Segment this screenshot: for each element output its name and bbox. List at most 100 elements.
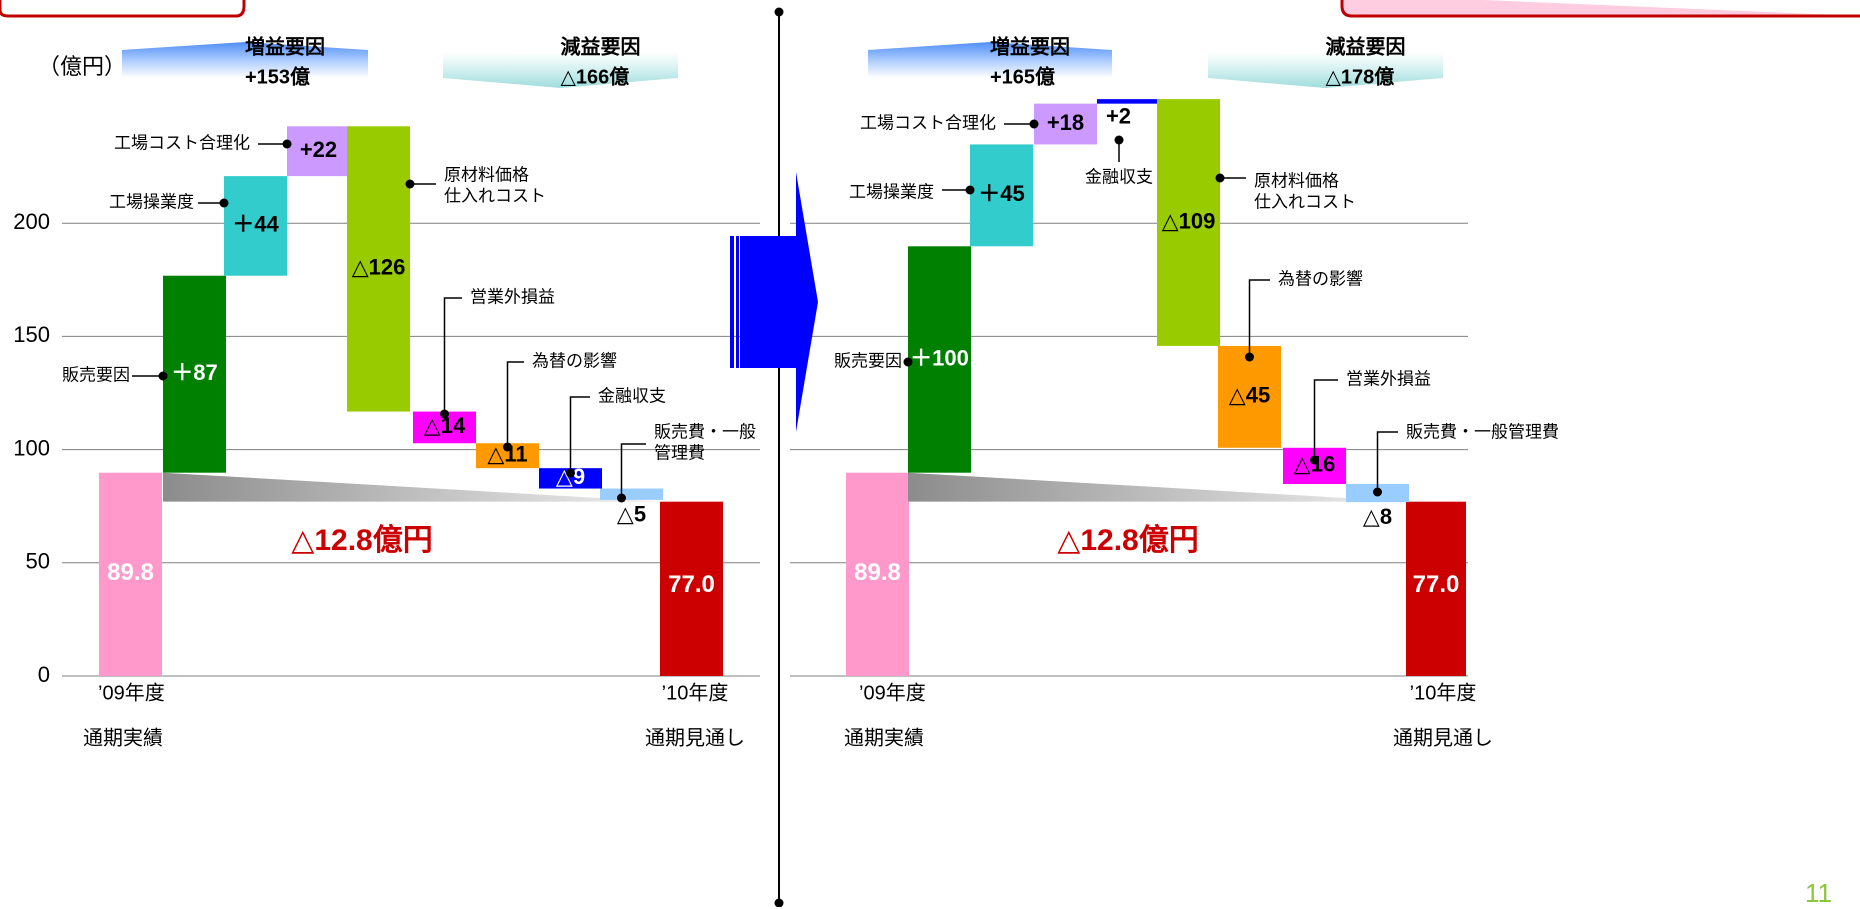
leader-dot <box>282 139 292 149</box>
start-bar-label: 89.8 <box>107 559 154 586</box>
difference-label: △12.8億円 <box>291 524 432 557</box>
increase-header-banner <box>122 42 368 78</box>
leader-line <box>1376 431 1398 492</box>
bar-value-label: △45 <box>1229 383 1270 408</box>
factor-label: 工場コスト合理化 <box>114 133 250 152</box>
factor-label: 為替の影響 <box>1278 269 1363 288</box>
leader-line <box>506 361 524 447</box>
waterfall-bar <box>1034 103 1097 145</box>
waterfall-bar <box>600 488 663 500</box>
difference-label: △12.8億円 <box>1057 524 1198 557</box>
factor-label: 営業外損益 <box>1346 369 1431 388</box>
decrease-header-banner <box>443 52 678 88</box>
bar-value-label: △109 <box>1162 208 1216 233</box>
factor-label: 管理費 <box>654 443 705 462</box>
start-bar <box>846 472 909 676</box>
decrease-header-title: 減益要因 <box>561 34 641 58</box>
bar-value-label: △8 <box>1363 504 1392 529</box>
x-category-label: 通期見通し <box>645 726 745 749</box>
bar-value-label: ＋44 <box>232 212 279 237</box>
y-tick-label: 100 <box>13 435 50 460</box>
divider-top-dot <box>774 7 784 17</box>
y-tick-label: 200 <box>13 209 50 234</box>
end-bar <box>1406 501 1466 676</box>
decrease-header-total: △166億 <box>561 64 630 88</box>
leader-dot <box>503 442 512 452</box>
leader-dot <box>566 468 575 478</box>
waterfall-bar <box>224 176 287 276</box>
top-right-frame <box>1340 0 1860 18</box>
panel-left: 増益要因 +153億 減益要因 △166億 89.8 77.0 △12.8億円 ’09年度通期… <box>62 34 756 749</box>
leader-dot <box>1215 173 1225 183</box>
increase-header-total: +165億 <box>990 64 1055 88</box>
panel-right: 増益要因 +165億 減益要因 △178億 89.8 77.0 △12.8億円 ’09年度通期… <box>834 34 1559 749</box>
end-bar-label: 77.0 <box>668 571 715 598</box>
waterfall-bar <box>287 126 350 177</box>
factor-label: 原材料価格 <box>1254 171 1339 190</box>
difference-wedge <box>908 472 1409 502</box>
factor-label: 仕入れコスト <box>1254 192 1356 211</box>
factor-label: 販売費・一般 <box>654 422 756 441</box>
waterfall-bar <box>1218 345 1281 448</box>
leader-dot <box>903 357 913 367</box>
x-category-label: ’09年度 <box>859 681 926 704</box>
bar-value-label: △126 <box>352 255 406 280</box>
top-left-frame <box>0 0 246 18</box>
leader-dot <box>1114 135 1124 145</box>
start-bar <box>99 472 162 676</box>
factor-label: 工場コスト合理化 <box>860 113 996 132</box>
factor-label: 販売費・一般管理費 <box>1406 422 1559 441</box>
leader-line <box>443 297 462 414</box>
factor-label: 販売要因 <box>62 365 130 384</box>
waterfall-bar <box>1157 99 1220 346</box>
y-unit-label: （億円） <box>38 54 126 79</box>
factor-label: 営業外損益 <box>470 287 555 306</box>
factor-label: 金融収支 <box>1085 167 1153 186</box>
leader-dot <box>219 198 229 208</box>
leader-dot <box>440 409 449 419</box>
increase-header-title: 増益要因 <box>990 34 1070 58</box>
y-tick-label: 50 <box>26 549 50 574</box>
factor-label: 販売要因 <box>834 351 902 370</box>
decrease-header-title: 減益要因 <box>1326 34 1406 58</box>
leader-dot <box>1029 119 1039 129</box>
factor-label: 仕入れコスト <box>444 186 546 205</box>
decrease-header-banner <box>1208 52 1443 88</box>
bar-value-label: ＋45 <box>978 181 1024 206</box>
divider-bottom-dot <box>774 898 784 907</box>
x-category-label: 通期見通し <box>1393 726 1493 749</box>
y-tick-label: 150 <box>13 322 50 347</box>
leader-dot <box>1373 487 1382 497</box>
bar-value-label: ＋100 <box>910 345 969 370</box>
leader-line <box>1248 279 1270 357</box>
end-bar-label: 77.0 <box>1413 571 1460 598</box>
leader-dot <box>158 371 168 381</box>
increase-header-title: 増益要因 <box>245 34 325 58</box>
leader-dot <box>965 185 975 195</box>
factor-label: 為替の影響 <box>532 351 617 370</box>
page-number: 11 <box>1805 878 1832 908</box>
waterfall-bar <box>970 144 1033 247</box>
arrow-stripe <box>736 236 739 368</box>
x-category-label: ’10年度 <box>662 681 729 704</box>
x-category-label: 通期実績 <box>844 726 924 749</box>
bar-value-label: ＋87 <box>171 360 217 385</box>
factor-label: 原材料価格 <box>444 165 529 184</box>
leader-dot <box>1310 455 1319 465</box>
x-category-label: 通期実績 <box>83 726 163 749</box>
factor-label: 工場操業度 <box>849 182 934 201</box>
transition-arrow <box>740 172 818 432</box>
x-category-label: ’10年度 <box>1410 681 1477 704</box>
difference-wedge <box>163 472 663 502</box>
waterfall-bar <box>163 275 226 473</box>
end-bar <box>660 501 723 676</box>
bar-value-label: +2 <box>1106 103 1131 128</box>
bar-value-label: △5 <box>617 502 646 527</box>
bar-value-label: +18 <box>1047 110 1084 135</box>
leader-dot <box>405 179 415 189</box>
arrow-stripe <box>730 236 734 368</box>
y-tick-label: 0 <box>38 662 50 687</box>
leader-dot <box>1245 352 1254 362</box>
factor-label: 金融収支 <box>598 386 666 405</box>
